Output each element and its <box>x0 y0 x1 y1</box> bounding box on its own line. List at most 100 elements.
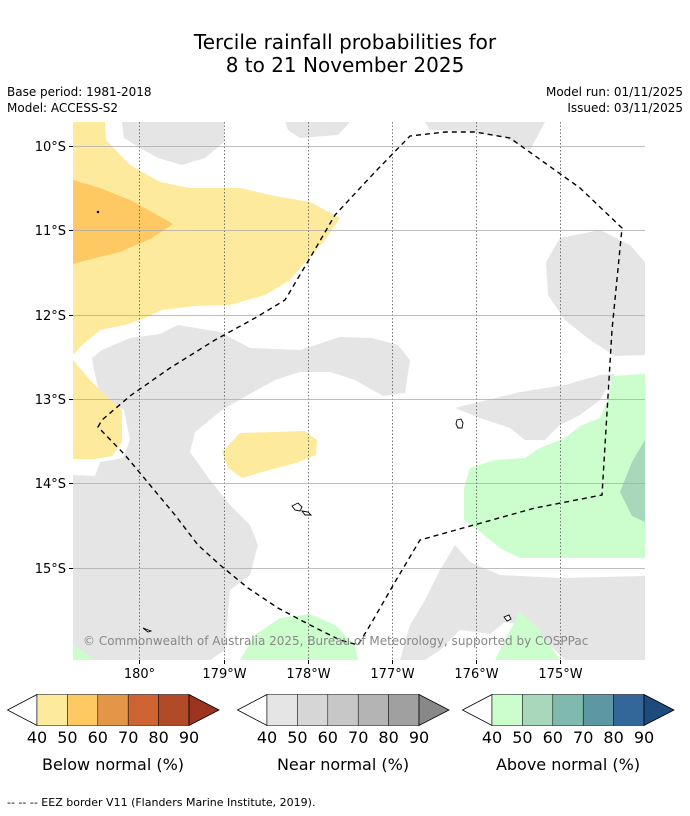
base-period: Base period: 1981-2018 <box>7 85 152 99</box>
above-normal-segment-80 <box>613 694 645 726</box>
lon-label-178w: 178°W <box>286 667 330 682</box>
near-normal-region-small-south <box>592 626 601 646</box>
above-normal-tick-60: 60 <box>543 728 563 747</box>
meta-right: Model run: 01/11/2025 Issued: 03/11/2025 <box>546 84 683 116</box>
lat-label-13s: 13°S <box>35 393 66 408</box>
above-normal-segment-40 <box>491 694 523 726</box>
below-normal-segment-60 <box>97 694 129 726</box>
eez-footnote: -- -- -- EEZ border V11 (Flanders Marine… <box>7 796 316 809</box>
lat-label-12s: 12°S <box>35 309 66 324</box>
near-normal-segment-60 <box>327 694 359 726</box>
above-normal-tick-50: 50 <box>512 728 532 747</box>
lon-label-179w: 179°W <box>202 667 246 682</box>
above-normal-regions <box>73 374 645 660</box>
near-normal-segment-40 <box>266 694 298 726</box>
near-normal-tick-90: 90 <box>409 728 429 747</box>
island-small-west <box>142 627 153 633</box>
below-normal-colorbar: 40 50 60 70 80 90 Below normal (%) <box>6 693 220 774</box>
lon-label-177w: 177°W <box>370 667 414 682</box>
above-normal-tick-40: 40 <box>482 728 502 747</box>
island-upolu <box>300 510 313 516</box>
longitude-labels: 180° 179°W 178°W 177°W 176°W 175°W <box>124 667 583 682</box>
map-title: Tercile rainfall probabilities for 8 to … <box>0 31 690 77</box>
issued-date: Issued: 03/11/2025 <box>567 101 683 115</box>
near-normal-region-east <box>455 374 615 440</box>
near-normal-tick-60: 60 <box>318 728 338 747</box>
longitude-gridlines <box>139 122 561 660</box>
near-normal-label: Near normal (%) <box>277 755 409 774</box>
below-normal-segment-80 <box>158 694 190 726</box>
above-normal-segment-50 <box>522 694 554 726</box>
near-normal-below-40-arrow <box>236 693 268 727</box>
axis-ticks <box>69 146 561 664</box>
island-dot <box>96 210 100 214</box>
above-normal-label: Above normal (%) <box>496 755 640 774</box>
title-line-1: Tercile rainfall probabilities for <box>193 30 497 54</box>
colorbar-legend: 40 50 60 70 80 90 Below normal (%) 40 50 60 70 80 90… <box>6 693 675 774</box>
near-normal-segment-70 <box>357 694 389 726</box>
near-normal-segment-80 <box>388 694 420 726</box>
above-normal-above-90-arrow <box>643 693 675 727</box>
title-line-2: 8 to 21 November 2025 <box>225 53 465 77</box>
below-normal-label: Below normal (%) <box>42 755 184 774</box>
below-normal-segment-50 <box>67 694 99 726</box>
island-wallis <box>455 418 464 429</box>
model-run: Model run: 01/11/2025 <box>545 85 683 99</box>
near-normal-region-top-right <box>285 122 350 138</box>
near-normal-region-central <box>73 325 410 660</box>
near-normal-tick-70: 70 <box>348 728 368 747</box>
lat-label-11s: 11°S <box>35 224 66 239</box>
near-normal-region-top-right-2 <box>425 122 545 150</box>
above-normal-region-southeast <box>495 612 560 660</box>
island-savaii <box>291 502 303 512</box>
below-normal-tick-90: 90 <box>179 728 199 747</box>
near-normal-segment-50 <box>297 694 329 726</box>
below-normal-segment-40 <box>36 694 68 726</box>
islands <box>96 210 512 633</box>
near-normal-regions <box>73 122 645 660</box>
below-normal-region-west <box>73 360 122 459</box>
copyright-text: © Commonwealth of Australia 2025, Bureau… <box>83 634 588 648</box>
near-normal-region-top <box>122 122 224 165</box>
above-normal-segment-70 <box>582 694 614 726</box>
above-normal-tick-80: 80 <box>603 728 623 747</box>
below-normal-segment-70 <box>127 694 159 726</box>
near-normal-above-90-arrow <box>418 693 450 727</box>
island-tutuila <box>503 614 512 622</box>
above-normal-tick-90: 90 <box>634 728 654 747</box>
near-normal-region-south <box>400 545 645 660</box>
below-normal-above-90-arrow <box>188 693 220 727</box>
lon-label-175w: 175°W <box>538 667 582 682</box>
below-normal-tick-40: 40 <box>27 728 47 747</box>
latitude-labels: 10°S 11°S 12°S 13°S 14°S 15°S <box>35 140 66 577</box>
lon-label-176w: 176°W <box>454 667 498 682</box>
below-normal-regions <box>73 122 340 478</box>
below-normal-tick-80: 80 <box>148 728 168 747</box>
map-plot-area: © Commonwealth of Australia 2025, Bureau… <box>73 122 645 660</box>
lat-label-10s: 10°S <box>35 140 66 155</box>
below-normal-region-center <box>222 431 317 478</box>
above-normal-region-south <box>240 614 358 660</box>
meta-left: Base period: 1981-2018 Model: ACCESS-S2 <box>7 84 152 116</box>
above-normal-region-small-west <box>73 645 95 660</box>
model-name: Model: ACCESS-S2 <box>7 101 119 115</box>
lat-label-15s: 15°S <box>35 562 66 577</box>
eez-border <box>97 131 623 646</box>
above-normal-colorbar: 40 50 60 70 80 90 Above normal (%) <box>461 693 675 774</box>
lat-label-14s: 14°S <box>35 477 66 492</box>
above-normal-region-50 <box>620 440 645 522</box>
latitude-gridlines <box>73 146 645 569</box>
near-normal-region-right <box>546 230 645 356</box>
near-normal-tick-80: 80 <box>378 728 398 747</box>
near-normal-tick-40: 40 <box>257 728 277 747</box>
above-normal-below-40-arrow <box>461 693 493 727</box>
below-normal-region-northwest <box>73 122 340 355</box>
above-normal-tick-70: 70 <box>573 728 593 747</box>
above-normal-region-east <box>464 374 645 558</box>
below-normal-tick-70: 70 <box>118 728 138 747</box>
below-normal-tick-50: 50 <box>57 728 77 747</box>
lon-label-180: 180° <box>124 667 155 682</box>
below-normal-tick-60: 60 <box>88 728 108 747</box>
